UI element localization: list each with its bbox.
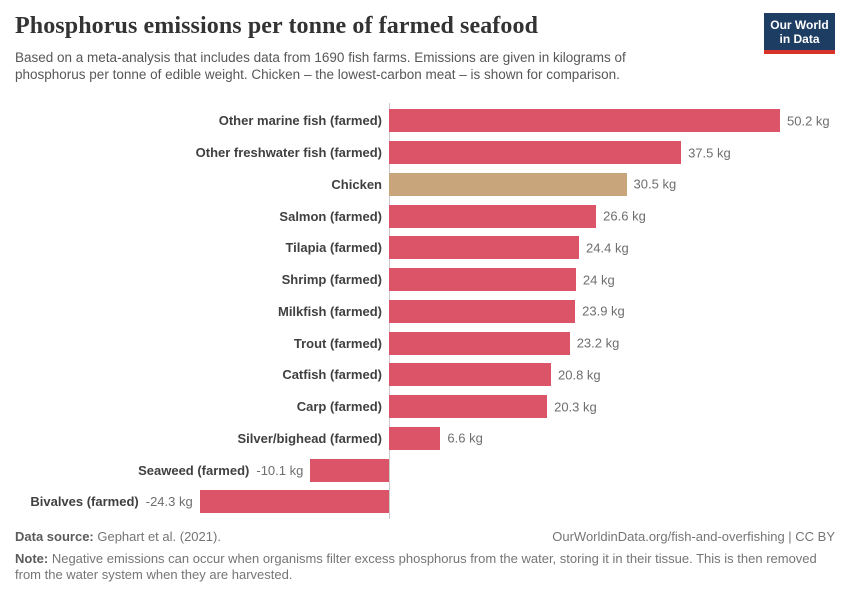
value-label: 20.3 kg	[554, 399, 597, 415]
chart-row: 23.9 kg Milkfish (farmed)	[0, 296, 850, 328]
bar[interactable]	[389, 331, 570, 355]
bar[interactable]	[389, 109, 780, 133]
note-label: Note:	[15, 551, 49, 566]
row-label-group: Other marine fish (farmed)	[219, 105, 382, 137]
row-label-group: Carp (farmed)	[297, 391, 382, 423]
bar[interactable]	[310, 458, 389, 482]
bar[interactable]	[389, 395, 548, 419]
value-label: 20.8 kg	[558, 367, 601, 383]
value-label: 30.5 kg	[633, 176, 677, 192]
chart-row: 24 kg Shrimp (farmed)	[0, 264, 850, 296]
owid-logo-line-1: Our World	[770, 18, 829, 32]
row-label-group: Other freshwater fish (farmed)	[196, 137, 382, 169]
category-label: Bivalves (farmed)	[30, 494, 139, 510]
chart-header: Phosphorus emissions per tonne of farmed…	[15, 13, 835, 83]
chart-row: 37.5 kg Other freshwater fish (farmed)	[0, 137, 850, 169]
category-label: Tilapia (farmed)	[285, 240, 382, 256]
row-label-group: Shrimp (farmed)	[282, 264, 382, 296]
row-label-group: Tilapia (farmed)	[285, 232, 382, 264]
value-label: -24.3 kg	[145, 494, 193, 510]
bar-chart: 50.2 kg Other marine fish (farmed) 37.5 kg…	[0, 103, 850, 519]
bar[interactable]	[389, 204, 597, 228]
chart-row: Bivalves (farmed) -24.3 kg	[0, 486, 850, 518]
data-source: Data source: Gephart et al. (2021).	[15, 529, 221, 544]
value-label: 23.2 kg	[576, 335, 620, 351]
bar[interactable]	[389, 299, 576, 323]
chart-row: 30.5 kg Chicken	[0, 169, 850, 201]
category-label: Catfish (farmed)	[282, 367, 382, 383]
category-label: Seaweed (farmed)	[138, 462, 250, 478]
value-label: 24 kg	[582, 272, 615, 288]
chart-row: 24.4 kg Tilapia (farmed)	[0, 232, 850, 264]
data-source-label: Data source:	[15, 529, 94, 544]
row-label-group: Catfish (farmed)	[282, 359, 382, 391]
category-label: Silver/bighead (farmed)	[237, 430, 382, 446]
row-label-group: Salmon (farmed)	[279, 200, 382, 232]
bar[interactable]	[389, 141, 682, 165]
source-link[interactable]: OurWorldinData.org/fish-and-overfishing …	[552, 529, 835, 544]
note-text: Negative emissions can occur when organi…	[15, 551, 817, 582]
chart-row: 26.6 kg Salmon (farmed)	[0, 200, 850, 232]
row-label-group: Chicken	[331, 169, 382, 201]
value-label: 37.5 kg	[688, 145, 731, 161]
bar[interactable]	[389, 172, 627, 196]
subtitle-line-1: Based on a meta-analysis that includes d…	[15, 50, 626, 65]
chart-row: 20.8 kg Catfish (farmed)	[0, 359, 850, 391]
row-label-group: Trout (farmed)	[294, 327, 382, 359]
bar[interactable]	[389, 268, 576, 292]
chart-row: Seaweed (farmed) -10.1 kg	[0, 454, 850, 486]
chart-row: 6.6 kg Silver/bighead (farmed)	[0, 423, 850, 455]
owid-logo-line-2: in Data	[779, 32, 820, 46]
footer-note: Note: Negative emissions can occur when …	[15, 551, 835, 583]
value-label: 23.9 kg	[582, 303, 625, 319]
footer-top-row: Data source: Gephart et al. (2021). OurW…	[15, 529, 835, 544]
chart-row: 20.3 kg Carp (farmed)	[0, 391, 850, 423]
value-label: -10.1 kg	[256, 462, 304, 478]
category-label: Milkfish (farmed)	[277, 303, 382, 319]
bar[interactable]	[389, 363, 551, 387]
chart-row: 50.2 kg Other marine fish (farmed)	[0, 105, 850, 137]
row-label-group: Silver/bighead (farmed)	[238, 423, 382, 455]
value-label: 50.2 kg	[787, 113, 830, 129]
row-label-group: Bivalves (farmed) -24.3 kg	[30, 486, 192, 518]
row-label-group: Milkfish (farmed)	[278, 296, 382, 328]
page-subtitle: Based on a meta-analysis that includes d…	[15, 49, 835, 83]
category-label: Salmon (farmed)	[279, 208, 382, 224]
chart-row: 23.2 kg Trout (farmed)	[0, 327, 850, 359]
category-label: Shrimp (farmed)	[281, 272, 382, 288]
row-label-group: Seaweed (farmed) -10.1 kg	[138, 454, 303, 486]
category-label: Chicken	[331, 176, 382, 192]
value-label: 24.4 kg	[586, 240, 629, 256]
bar[interactable]	[389, 426, 441, 450]
bar[interactable]	[199, 490, 389, 514]
category-label: Other marine fish (farmed)	[218, 113, 382, 129]
subtitle-line-2: phosphorus per tonne of edible weight. C…	[15, 67, 620, 82]
value-label: 6.6 kg	[447, 430, 483, 446]
chart-footer: Data source: Gephart et al. (2021). OurW…	[15, 529, 835, 583]
bar[interactable]	[389, 236, 580, 260]
category-label: Carp (farmed)	[296, 399, 382, 415]
owid-logo[interactable]: Our World in Data	[764, 13, 835, 54]
data-source-text: Gephart et al. (2021).	[93, 529, 221, 544]
category-label: Trout (farmed)	[293, 335, 382, 351]
page-title: Phosphorus emissions per tonne of farmed…	[15, 13, 539, 39]
value-label: 26.6 kg	[603, 208, 646, 224]
category-label: Other freshwater fish (farmed)	[195, 145, 382, 161]
